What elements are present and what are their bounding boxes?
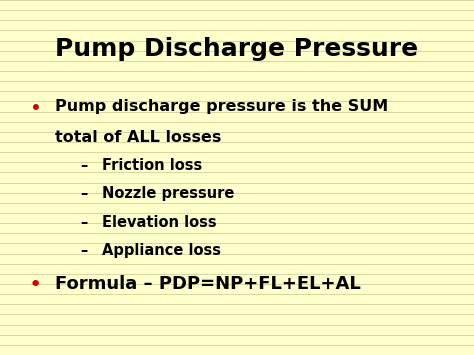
Text: Nozzle pressure: Nozzle pressure — [102, 186, 234, 201]
Text: –: – — [81, 158, 88, 173]
Text: –: – — [81, 186, 88, 201]
Text: Elevation loss: Elevation loss — [102, 215, 217, 230]
Text: Pump discharge pressure is the SUM: Pump discharge pressure is the SUM — [55, 99, 388, 114]
Text: •: • — [29, 99, 42, 119]
Text: total of ALL losses: total of ALL losses — [55, 130, 221, 144]
Text: Pump Discharge Pressure: Pump Discharge Pressure — [55, 37, 419, 61]
Text: •: • — [29, 275, 42, 295]
Text: –: – — [81, 215, 88, 230]
Text: Friction loss: Friction loss — [102, 158, 202, 173]
Text: Appliance loss: Appliance loss — [102, 243, 221, 258]
Text: Formula – PDP=NP+FL+EL+AL: Formula – PDP=NP+FL+EL+AL — [55, 275, 360, 293]
Text: –: – — [81, 243, 88, 258]
